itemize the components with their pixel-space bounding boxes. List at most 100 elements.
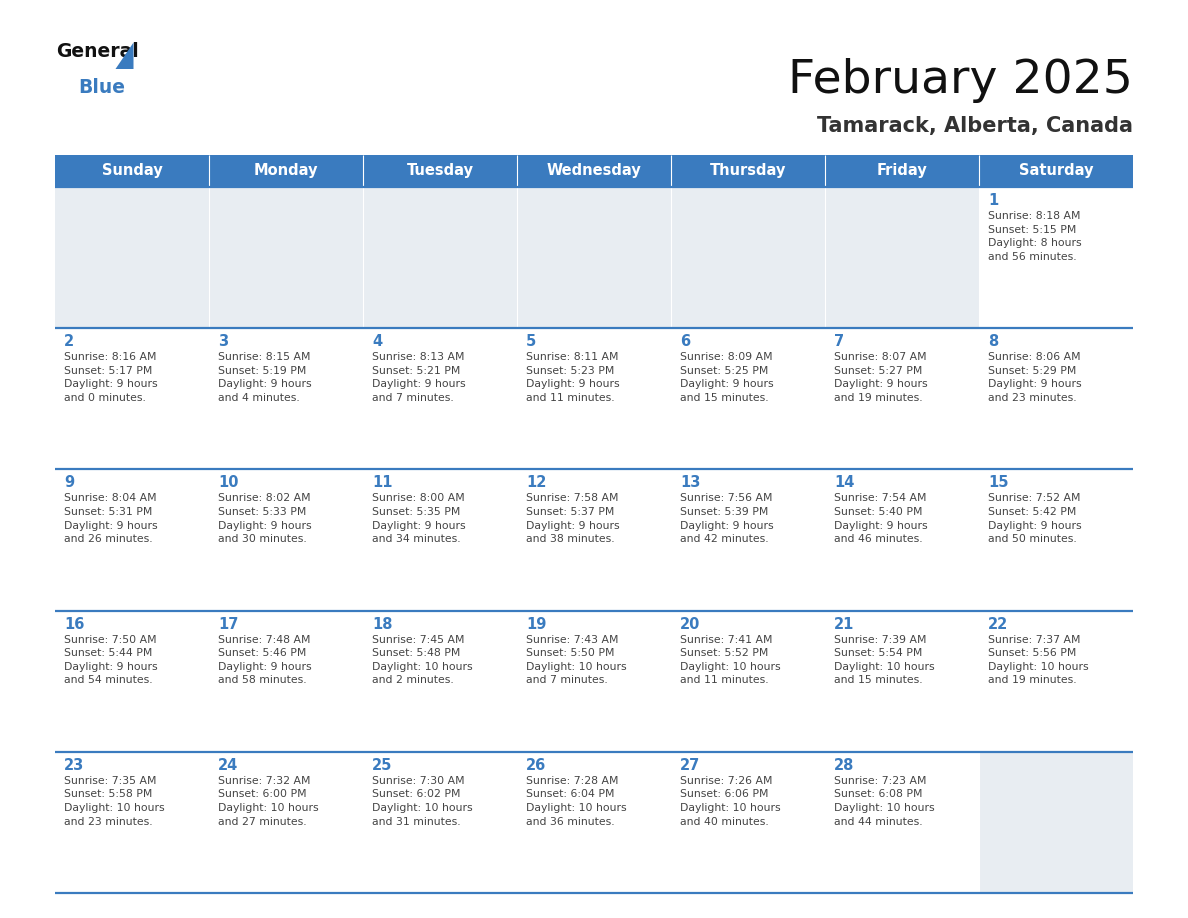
Text: 5: 5 (526, 334, 536, 349)
Bar (209, 329, 364, 469)
Bar (824, 187, 979, 329)
Bar (517, 155, 671, 187)
Text: General: General (56, 42, 139, 61)
Text: 26: 26 (526, 757, 546, 773)
Text: 11: 11 (372, 476, 392, 490)
Bar (979, 329, 1133, 469)
Bar (824, 155, 979, 187)
Text: 1: 1 (988, 193, 998, 208)
Text: 14: 14 (834, 476, 854, 490)
Bar (364, 610, 517, 752)
Text: 16: 16 (64, 617, 84, 632)
Text: 21: 21 (834, 617, 854, 632)
Bar (517, 610, 671, 752)
Bar (671, 187, 824, 329)
Text: 15: 15 (988, 476, 1009, 490)
Bar (824, 610, 979, 752)
Bar (55, 610, 209, 752)
Text: February 2025: February 2025 (788, 58, 1133, 103)
Text: Sunrise: 7:48 AM
Sunset: 5:46 PM
Daylight: 9 hours
and 58 minutes.: Sunrise: 7:48 AM Sunset: 5:46 PM Dayligh… (219, 634, 311, 686)
Text: 17: 17 (219, 617, 239, 632)
Bar (209, 469, 364, 610)
Text: 27: 27 (680, 757, 700, 773)
Bar (979, 155, 1133, 187)
Text: Sunrise: 7:39 AM
Sunset: 5:54 PM
Daylight: 10 hours
and 15 minutes.: Sunrise: 7:39 AM Sunset: 5:54 PM Dayligh… (834, 634, 935, 686)
Text: 20: 20 (680, 617, 701, 632)
Bar (824, 469, 979, 610)
Text: 18: 18 (372, 617, 392, 632)
Bar (55, 155, 209, 187)
Text: Sunrise: 7:56 AM
Sunset: 5:39 PM
Daylight: 9 hours
and 42 minutes.: Sunrise: 7:56 AM Sunset: 5:39 PM Dayligh… (680, 493, 773, 544)
Bar (671, 469, 824, 610)
Bar (209, 187, 364, 329)
Text: Sunrise: 8:07 AM
Sunset: 5:27 PM
Daylight: 9 hours
and 19 minutes.: Sunrise: 8:07 AM Sunset: 5:27 PM Dayligh… (834, 353, 928, 403)
Bar (517, 752, 671, 893)
Bar (517, 329, 671, 469)
Text: Sunrise: 7:50 AM
Sunset: 5:44 PM
Daylight: 9 hours
and 54 minutes.: Sunrise: 7:50 AM Sunset: 5:44 PM Dayligh… (64, 634, 158, 686)
Bar (824, 329, 979, 469)
Bar (979, 187, 1133, 329)
Text: Sunrise: 8:18 AM
Sunset: 5:15 PM
Daylight: 8 hours
and 56 minutes.: Sunrise: 8:18 AM Sunset: 5:15 PM Dayligh… (988, 211, 1081, 262)
Text: Sunrise: 7:37 AM
Sunset: 5:56 PM
Daylight: 10 hours
and 19 minutes.: Sunrise: 7:37 AM Sunset: 5:56 PM Dayligh… (988, 634, 1088, 686)
Text: Saturday: Saturday (1019, 163, 1093, 178)
Bar (209, 610, 364, 752)
Text: Sunrise: 7:32 AM
Sunset: 6:00 PM
Daylight: 10 hours
and 27 minutes.: Sunrise: 7:32 AM Sunset: 6:00 PM Dayligh… (219, 776, 318, 826)
Text: Sunrise: 7:26 AM
Sunset: 6:06 PM
Daylight: 10 hours
and 40 minutes.: Sunrise: 7:26 AM Sunset: 6:06 PM Dayligh… (680, 776, 781, 826)
Text: 28: 28 (834, 757, 854, 773)
Text: Sunrise: 7:58 AM
Sunset: 5:37 PM
Daylight: 9 hours
and 38 minutes.: Sunrise: 7:58 AM Sunset: 5:37 PM Dayligh… (526, 493, 620, 544)
Text: Thursday: Thursday (709, 163, 786, 178)
Text: Sunrise: 7:41 AM
Sunset: 5:52 PM
Daylight: 10 hours
and 11 minutes.: Sunrise: 7:41 AM Sunset: 5:52 PM Dayligh… (680, 634, 781, 686)
Bar (209, 155, 364, 187)
Bar (364, 752, 517, 893)
Text: Sunday: Sunday (102, 163, 163, 178)
Text: Friday: Friday (877, 163, 928, 178)
Text: 23: 23 (64, 757, 84, 773)
Bar (671, 329, 824, 469)
Polygon shape (115, 42, 133, 69)
Text: Sunrise: 8:11 AM
Sunset: 5:23 PM
Daylight: 9 hours
and 11 minutes.: Sunrise: 8:11 AM Sunset: 5:23 PM Dayligh… (526, 353, 620, 403)
Text: 12: 12 (526, 476, 546, 490)
Bar (671, 610, 824, 752)
Text: Sunrise: 8:15 AM
Sunset: 5:19 PM
Daylight: 9 hours
and 4 minutes.: Sunrise: 8:15 AM Sunset: 5:19 PM Dayligh… (219, 353, 311, 403)
Text: Wednesday: Wednesday (546, 163, 642, 178)
Bar (364, 469, 517, 610)
Bar (979, 752, 1133, 893)
Bar (979, 610, 1133, 752)
Text: Sunrise: 7:30 AM
Sunset: 6:02 PM
Daylight: 10 hours
and 31 minutes.: Sunrise: 7:30 AM Sunset: 6:02 PM Dayligh… (372, 776, 473, 826)
Text: Sunrise: 8:06 AM
Sunset: 5:29 PM
Daylight: 9 hours
and 23 minutes.: Sunrise: 8:06 AM Sunset: 5:29 PM Dayligh… (988, 353, 1081, 403)
Text: Sunrise: 8:09 AM
Sunset: 5:25 PM
Daylight: 9 hours
and 15 minutes.: Sunrise: 8:09 AM Sunset: 5:25 PM Dayligh… (680, 353, 773, 403)
Bar (209, 752, 364, 893)
Text: Sunrise: 8:02 AM
Sunset: 5:33 PM
Daylight: 9 hours
and 30 minutes.: Sunrise: 8:02 AM Sunset: 5:33 PM Dayligh… (219, 493, 311, 544)
Text: Blue: Blue (78, 78, 125, 97)
Text: Sunrise: 7:28 AM
Sunset: 6:04 PM
Daylight: 10 hours
and 36 minutes.: Sunrise: 7:28 AM Sunset: 6:04 PM Dayligh… (526, 776, 626, 826)
Text: Sunrise: 8:04 AM
Sunset: 5:31 PM
Daylight: 9 hours
and 26 minutes.: Sunrise: 8:04 AM Sunset: 5:31 PM Dayligh… (64, 493, 158, 544)
Text: 8: 8 (988, 334, 998, 349)
Text: Sunrise: 8:16 AM
Sunset: 5:17 PM
Daylight: 9 hours
and 0 minutes.: Sunrise: 8:16 AM Sunset: 5:17 PM Dayligh… (64, 353, 158, 403)
Text: 2: 2 (64, 334, 74, 349)
Text: 10: 10 (219, 476, 239, 490)
Text: 9: 9 (64, 476, 74, 490)
Bar (517, 187, 671, 329)
Bar (364, 329, 517, 469)
Bar (55, 187, 209, 329)
Text: 7: 7 (834, 334, 845, 349)
Text: Sunrise: 7:43 AM
Sunset: 5:50 PM
Daylight: 10 hours
and 7 minutes.: Sunrise: 7:43 AM Sunset: 5:50 PM Dayligh… (526, 634, 626, 686)
Text: Monday: Monday (254, 163, 318, 178)
Text: Sunrise: 7:52 AM
Sunset: 5:42 PM
Daylight: 9 hours
and 50 minutes.: Sunrise: 7:52 AM Sunset: 5:42 PM Dayligh… (988, 493, 1081, 544)
Text: Tamarack, Alberta, Canada: Tamarack, Alberta, Canada (817, 116, 1133, 136)
Text: Sunrise: 7:54 AM
Sunset: 5:40 PM
Daylight: 9 hours
and 46 minutes.: Sunrise: 7:54 AM Sunset: 5:40 PM Dayligh… (834, 493, 928, 544)
Text: Sunrise: 8:13 AM
Sunset: 5:21 PM
Daylight: 9 hours
and 7 minutes.: Sunrise: 8:13 AM Sunset: 5:21 PM Dayligh… (372, 353, 466, 403)
Text: 22: 22 (988, 617, 1009, 632)
Text: 4: 4 (372, 334, 383, 349)
Bar (364, 155, 517, 187)
Text: 25: 25 (372, 757, 392, 773)
Text: Sunrise: 7:45 AM
Sunset: 5:48 PM
Daylight: 10 hours
and 2 minutes.: Sunrise: 7:45 AM Sunset: 5:48 PM Dayligh… (372, 634, 473, 686)
Bar (55, 329, 209, 469)
Bar (979, 469, 1133, 610)
Text: Sunrise: 7:35 AM
Sunset: 5:58 PM
Daylight: 10 hours
and 23 minutes.: Sunrise: 7:35 AM Sunset: 5:58 PM Dayligh… (64, 776, 165, 826)
Bar (55, 469, 209, 610)
Text: 3: 3 (219, 334, 228, 349)
Bar (671, 155, 824, 187)
Text: Tuesday: Tuesday (406, 163, 474, 178)
Text: 19: 19 (526, 617, 546, 632)
